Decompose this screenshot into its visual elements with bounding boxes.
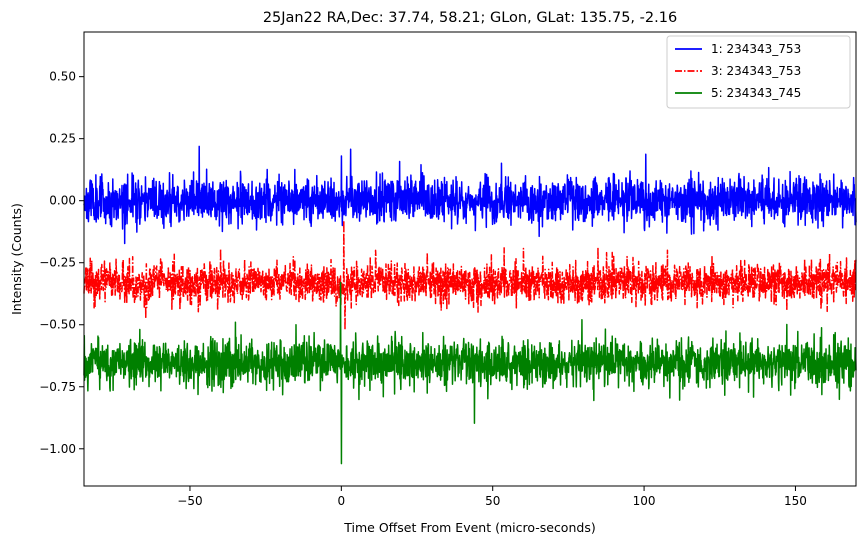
legend-entry: 1: 234343_753 — [711, 42, 801, 56]
y-tick-label: −0.75 — [39, 380, 76, 394]
y-tick-label: 0.25 — [49, 132, 76, 146]
x-tick-label: −50 — [177, 494, 202, 508]
y-tick-label: −1.00 — [39, 442, 76, 456]
series-line — [83, 281, 857, 465]
y-tick-label: −0.50 — [39, 318, 76, 332]
x-axis-label: Time Offset From Event (micro-seconds) — [343, 520, 595, 535]
series-line — [83, 145, 857, 245]
x-tick-label: 100 — [633, 494, 656, 508]
y-tick-label: −0.25 — [39, 256, 76, 270]
legend-entry: 3: 234343_753 — [711, 64, 801, 78]
x-tick-label: 0 — [338, 494, 346, 508]
legend: 1: 234343_753 3: 234343_753 5: 234343_745 — [666, 35, 851, 109]
y-axis-label: Intensity (Counts) — [9, 203, 24, 315]
y-tick-label: 0.00 — [49, 194, 76, 208]
y-axis: 0.50 0.25 0.00 −0.25 −0.50 −0.75 −1.00 — [39, 70, 84, 456]
x-tick-label: 150 — [784, 494, 807, 508]
y-tick-label: 0.50 — [49, 70, 76, 84]
x-tick-label: 50 — [485, 494, 500, 508]
plot-traces — [83, 145, 857, 465]
plot-frame — [83, 31, 857, 487]
legend-box — [666, 35, 851, 109]
series-line — [83, 219, 857, 331]
legend-entry: 5: 234343_745 — [711, 86, 801, 100]
x-axis: −50 0 50 100 150 — [177, 486, 807, 508]
chart-title: 25Jan22 RA,Dec: 37.74, 58.21; GLon, GLat… — [263, 10, 677, 26]
